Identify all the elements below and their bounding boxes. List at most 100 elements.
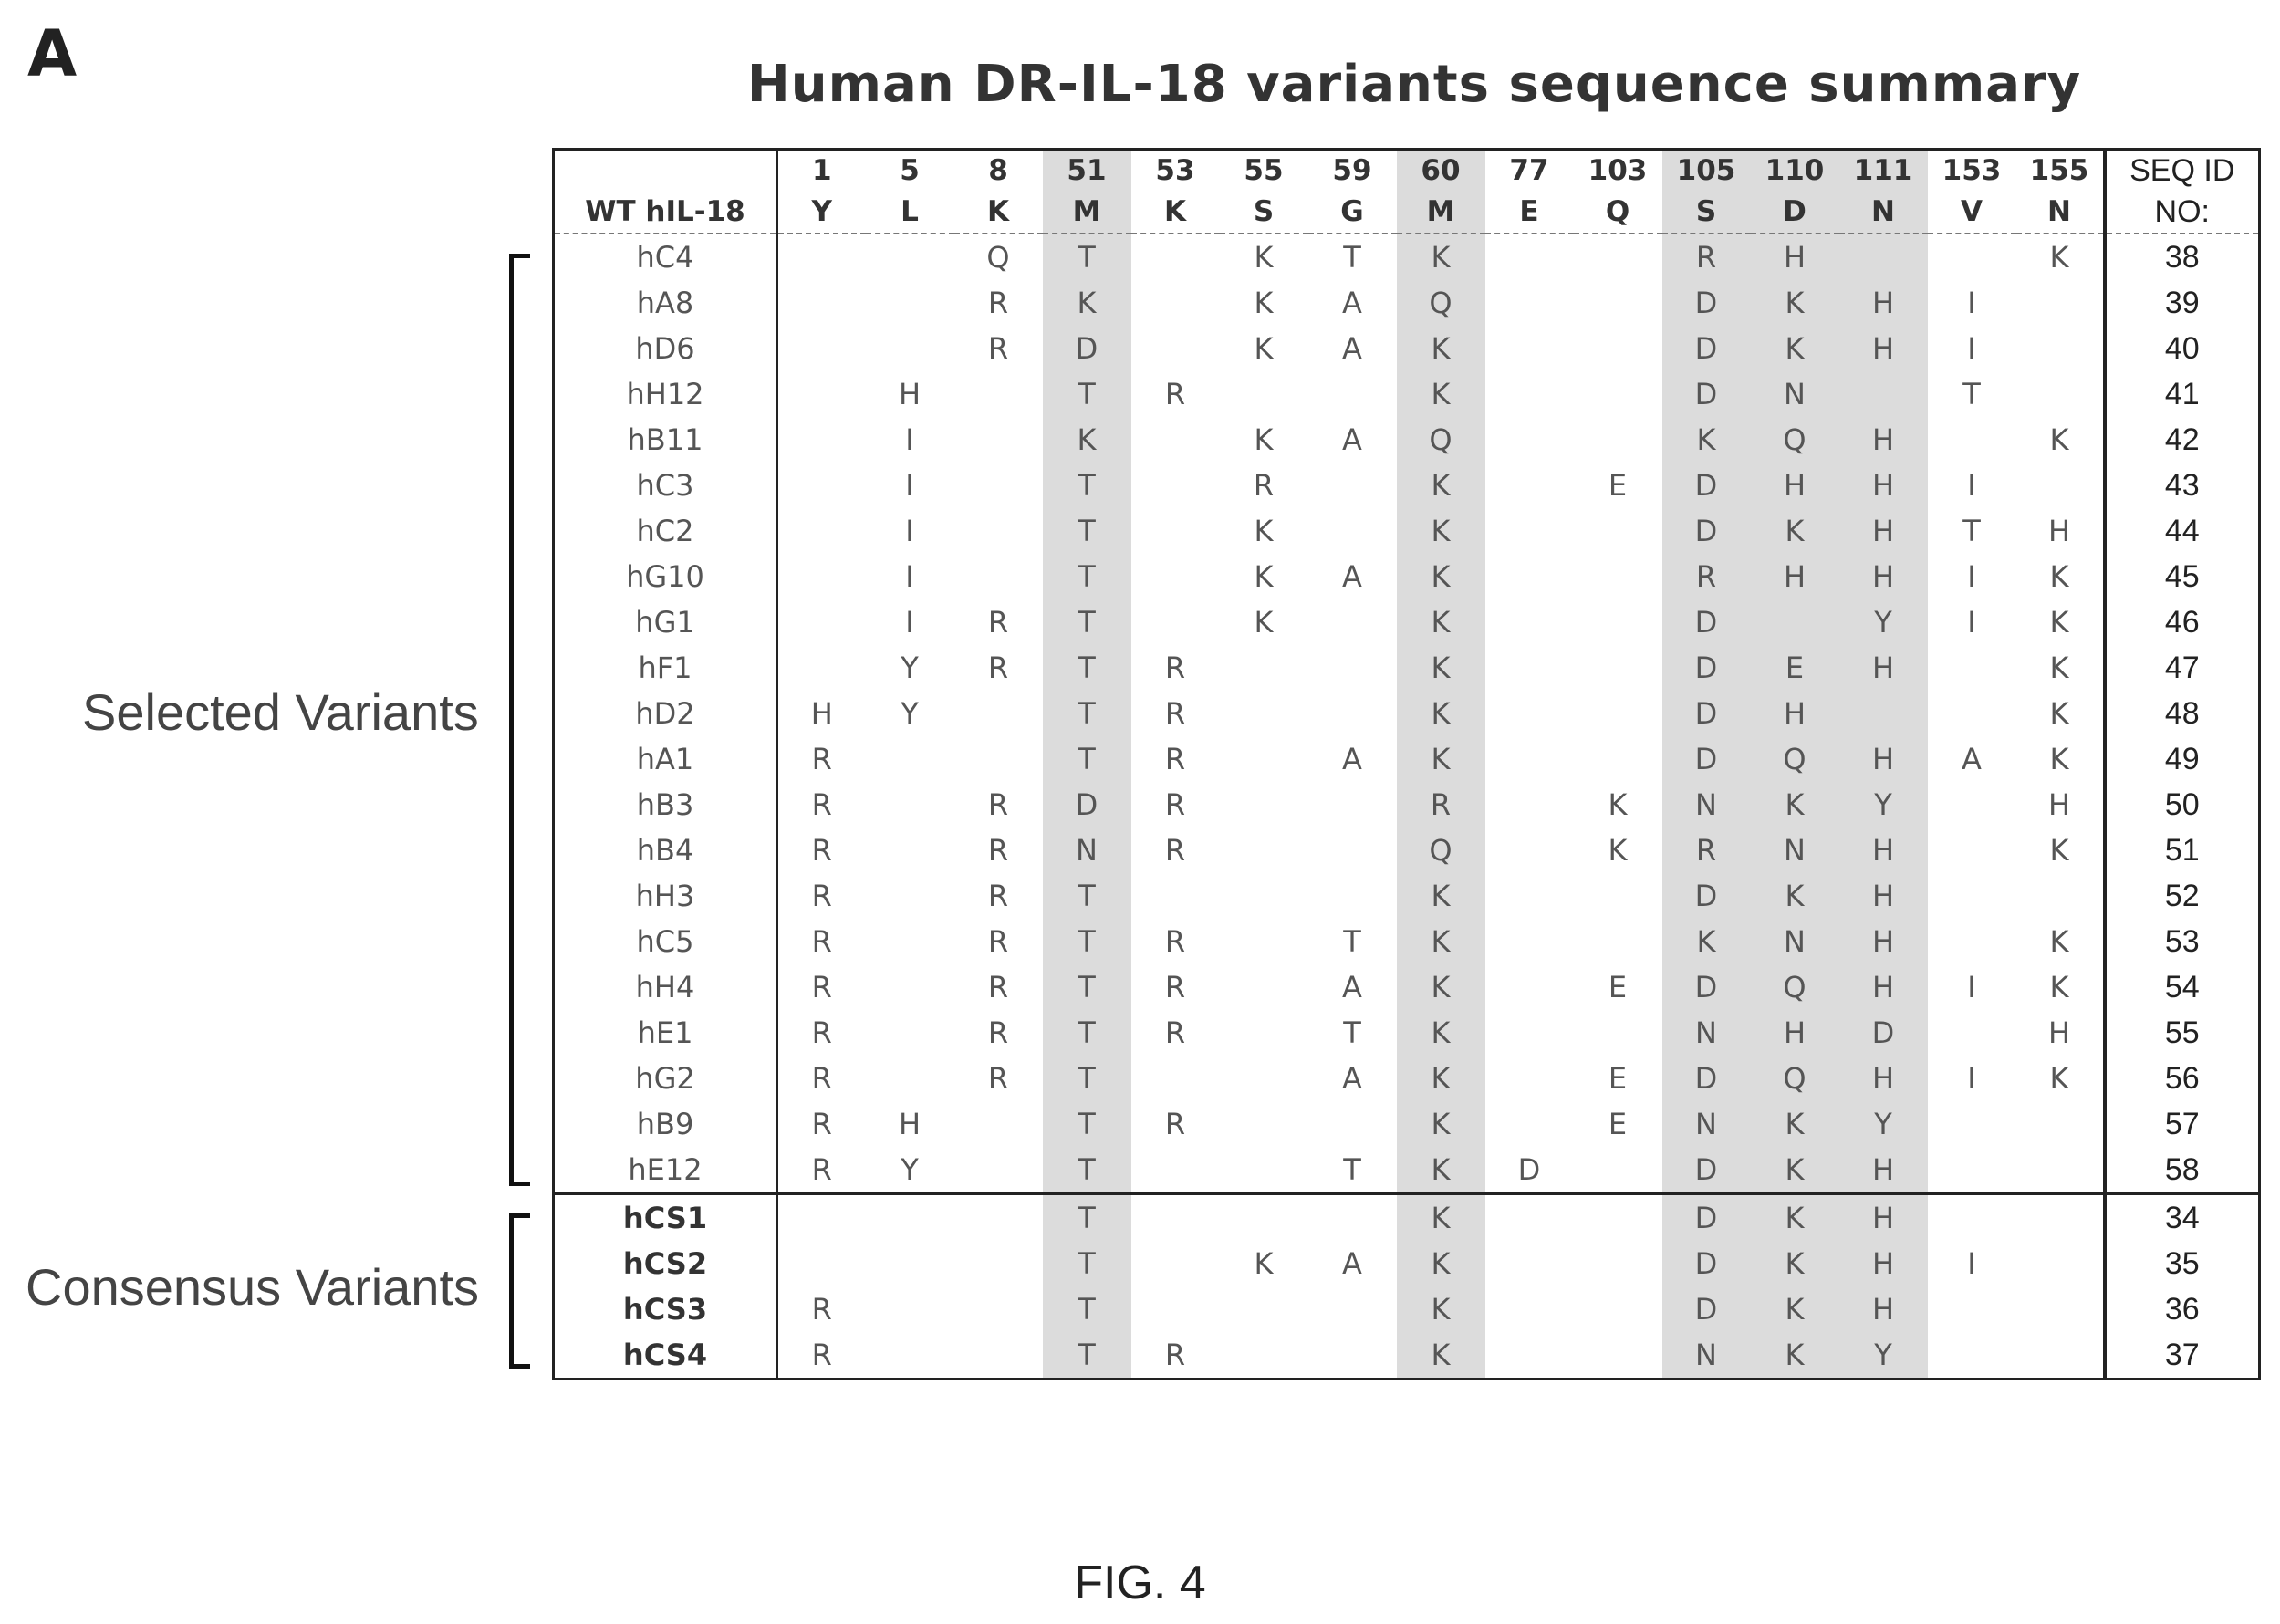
residue-cell: R bbox=[776, 1286, 866, 1332]
residue-cell bbox=[954, 1286, 1043, 1332]
residue-cell bbox=[1308, 1332, 1397, 1379]
residue-cell: T bbox=[1042, 234, 1131, 280]
residue-cell: I bbox=[1967, 970, 1976, 1005]
group-label-selected: Selected Variants bbox=[82, 683, 479, 741]
residue-cell: R bbox=[776, 1332, 866, 1379]
residue-cell bbox=[1131, 1147, 1220, 1194]
residue-cell: T bbox=[1042, 1332, 1131, 1379]
residue-cell: I bbox=[905, 422, 914, 457]
position-number: 103 bbox=[1588, 154, 1648, 187]
residue-cell: E bbox=[1608, 1061, 1628, 1096]
residue-cell: K bbox=[2049, 924, 2069, 959]
residue-cell: R bbox=[776, 828, 866, 873]
residue-cell: R bbox=[987, 787, 1009, 822]
residue-cell: K bbox=[1396, 1147, 1485, 1194]
variant-row: hC5 R R T R T K K N H K 53 bbox=[554, 919, 2260, 964]
residue-cell bbox=[1220, 691, 1308, 736]
variant-name: hH12 bbox=[626, 377, 704, 411]
residue-cell: R bbox=[1661, 234, 1751, 280]
residue-cell: H bbox=[898, 1107, 921, 1141]
residue-cell: H bbox=[1838, 1192, 1928, 1241]
residue-cell: N bbox=[1042, 828, 1131, 873]
wildtype-residue: S bbox=[1661, 192, 1751, 234]
residue-cell: A bbox=[1342, 1061, 1362, 1096]
residue-cell: K bbox=[1750, 280, 1839, 326]
residue-cell: T bbox=[1042, 554, 1131, 599]
residue-cell bbox=[1220, 782, 1308, 828]
residue-cell bbox=[776, 234, 866, 280]
residue-cell bbox=[1220, 1010, 1308, 1056]
residue-cell bbox=[776, 1241, 866, 1286]
residue-cell: K bbox=[1042, 417, 1131, 463]
wildtype-residue: N bbox=[2015, 192, 2105, 234]
residue-cell bbox=[1574, 1241, 1662, 1286]
residue-cell: T bbox=[1042, 964, 1131, 1010]
residue-cell: Q bbox=[1750, 417, 1839, 463]
residue-cell: R bbox=[1164, 1338, 1186, 1372]
residue-cell bbox=[1574, 873, 1662, 919]
residue-cell: R bbox=[1661, 554, 1751, 599]
residue-cell: T bbox=[1042, 508, 1131, 554]
residue-cell bbox=[1838, 691, 1928, 736]
residue-cell: D bbox=[1838, 1010, 1928, 1056]
residue-cell bbox=[1928, 919, 2016, 964]
residue-cell: K bbox=[1254, 286, 1274, 320]
residue-cell: Q bbox=[986, 240, 1010, 275]
residue-cell: K bbox=[1396, 508, 1485, 554]
residue-cell bbox=[776, 645, 866, 691]
residue-cell: K bbox=[1396, 1101, 1485, 1147]
variant-name: hE1 bbox=[637, 1015, 693, 1050]
residue-cell bbox=[1574, 417, 1662, 463]
variant-name: hCS3 bbox=[622, 1292, 708, 1327]
panel-label: A bbox=[27, 16, 78, 91]
residue-cell bbox=[1574, 234, 1662, 280]
seq-id-cell: 47 bbox=[2102, 645, 2260, 691]
seq-id-cell: 36 bbox=[2102, 1286, 2260, 1332]
variant-name: hG2 bbox=[635, 1061, 695, 1096]
residue-cell: T bbox=[1343, 240, 1361, 275]
residue-cell bbox=[1485, 463, 1574, 508]
residue-cell: R bbox=[1661, 828, 1751, 873]
residue-cell: K bbox=[1396, 463, 1485, 508]
residue-cell: E bbox=[1608, 1107, 1628, 1141]
residue-cell: K bbox=[1396, 326, 1485, 371]
residue-cell bbox=[1131, 463, 1220, 508]
seq-id-cell: 45 bbox=[2102, 554, 2260, 599]
wildtype-residue: M bbox=[1396, 192, 1485, 234]
residue-cell bbox=[1574, 736, 1662, 782]
residue-cell bbox=[1220, 1332, 1308, 1379]
seq-id-cell: 48 bbox=[2102, 691, 2260, 736]
residue-cell: H bbox=[776, 691, 866, 736]
residue-cell: K bbox=[1750, 1192, 1839, 1241]
residue-cell: R bbox=[987, 970, 1009, 1005]
residue-cell: D bbox=[1042, 326, 1131, 371]
residue-cell: R bbox=[987, 651, 1009, 685]
residue-cell: K bbox=[1396, 234, 1485, 280]
wildtype-residue: D bbox=[1750, 192, 1839, 234]
variant-row: hD6 R D K A K D K H I 40 bbox=[554, 326, 2260, 371]
residue-cell: T bbox=[1042, 463, 1131, 508]
residue-cell: K bbox=[1396, 1286, 1485, 1332]
residue-cell bbox=[2016, 280, 2105, 326]
residue-cell bbox=[1131, 326, 1220, 371]
residue-cell: N bbox=[1750, 919, 1839, 964]
residue-cell: H bbox=[2047, 514, 2071, 548]
residue-cell: R bbox=[1396, 782, 1485, 828]
residue-cell: K bbox=[2049, 742, 2069, 776]
residue-cell bbox=[1485, 1056, 1574, 1101]
residue-cell: R bbox=[776, 1101, 866, 1147]
residue-cell bbox=[1928, 828, 2016, 873]
variant-row: hB3 R R D R R K N K Y H 50 bbox=[554, 782, 2260, 828]
residue-cell: Y bbox=[1838, 1332, 1928, 1379]
wildtype-residue: N bbox=[1838, 192, 1928, 234]
residue-cell: Y bbox=[901, 696, 919, 731]
residue-cell bbox=[1485, 554, 1574, 599]
residue-cell: K bbox=[1608, 833, 1628, 868]
variant-row: hB9 R H T R K E N K Y 57 bbox=[554, 1101, 2260, 1147]
residue-cell bbox=[953, 1192, 1043, 1241]
residue-cell bbox=[1308, 371, 1397, 417]
seq-id-cell: 42 bbox=[2102, 417, 2260, 463]
residue-cell bbox=[1485, 1332, 1574, 1379]
variant-row: hG1 I R T K K D Y I K 46 bbox=[554, 599, 2260, 645]
variant-name: hC2 bbox=[636, 514, 694, 548]
